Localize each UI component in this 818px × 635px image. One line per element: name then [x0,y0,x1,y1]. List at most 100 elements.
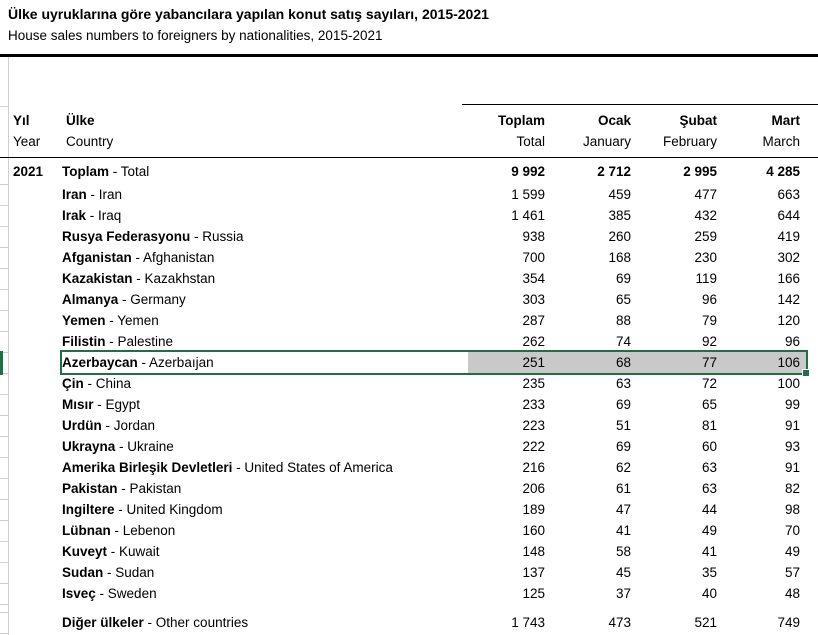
table-row[interactable]: Mısır - Egypt 233 69 65 99 [9,394,802,415]
cell-country[interactable]: Sudan - Sudan [62,565,462,580]
cell-march[interactable]: 91 [784,418,800,433]
cell-country[interactable]: Ingiltere - United Kingdom [62,502,462,517]
col-header-march-tr[interactable]: Mart [771,113,800,128]
cell-march[interactable]: 93 [784,439,800,454]
cell-march[interactable]: 302 [777,250,800,265]
cell-february[interactable]: 477 [694,187,717,202]
cell-total[interactable]: 1 599 [511,187,545,202]
cell-country[interactable]: Almanya - Germany [62,292,462,307]
cell-february[interactable]: 44 [701,502,717,517]
col-header-total-en[interactable]: Total [516,134,545,149]
cell-country[interactable]: Urdün - Jordan [62,418,462,433]
table-row[interactable]: Irak - Iraq 1 461 385 432 644 [9,205,802,226]
cell-february[interactable]: 92 [701,334,717,349]
cell-total[interactable]: 206 [522,481,545,496]
cell-january[interactable]: 45 [615,565,631,580]
cell-total[interactable]: 160 [522,523,545,538]
cell-country[interactable]: Irak - Iraq [62,208,462,223]
col-header-march-en[interactable]: March [762,134,800,149]
cell-january[interactable]: 473 [608,615,631,630]
col-header-year-en[interactable]: Year [13,134,41,149]
cell-country[interactable]: Mısır - Egypt [62,397,462,412]
cell-total[interactable]: 235 [522,376,545,391]
cell-february[interactable]: 40 [701,586,717,601]
cell-country[interactable]: Iran - Iran [62,187,462,202]
cell-total[interactable]: 216 [522,460,545,475]
cell-february[interactable]: 521 [694,615,717,630]
cell-total[interactable]: 700 [522,250,545,265]
cell-march[interactable]: 644 [777,208,800,223]
table-row[interactable]: Kuveyt - Kuwait 148 58 41 49 [9,541,802,562]
cell-country[interactable]: Ukrayna - Ukraine [62,439,462,454]
cell-january[interactable]: 168 [608,250,631,265]
cell-total[interactable]: 1 461 [511,208,545,223]
cell-march[interactable]: 663 [777,187,800,202]
cell-country[interactable]: Azerbaycan - Azerbaıjan [62,355,462,370]
cell-country[interactable]: Rusya Federasyonu - Russia [62,229,462,244]
cell-march[interactable]: 166 [777,271,800,286]
cell-march[interactable]: 99 [784,397,800,412]
cell-total[interactable]: 222 [522,439,545,454]
cell-february[interactable]: 60 [701,439,717,454]
cell-january[interactable]: 51 [615,418,631,433]
cell-country[interactable]: Çin - China [62,376,462,391]
table-row[interactable]: Sudan - Sudan 137 45 35 57 [9,562,802,583]
cell-country[interactable]: Amerika Birleşik Devletleri - United Sta… [62,460,462,475]
col-header-january-en[interactable]: January [582,134,631,149]
cell-country[interactable]: Pakistan - Pakistan [62,481,462,496]
cell-country[interactable]: Toplam - Total [62,164,462,179]
table-row[interactable]: Azerbaycan - Azerbaıjan 251 68 77 106 [9,352,802,373]
cell-total[interactable]: 303 [522,292,545,307]
cell-february[interactable]: 119 [695,271,717,286]
cell-total[interactable]: 137 [522,565,545,580]
cell-january[interactable]: 62 [615,460,631,475]
cell-total[interactable]: 1 743 [511,615,545,630]
table-row[interactable]: Ingiltere - United Kingdom 189 47 44 98 [9,499,802,520]
col-header-january-tr[interactable]: Ocak [597,113,631,128]
cell-march[interactable]: 419 [777,229,800,244]
cell-march[interactable]: 142 [777,292,800,307]
cell-country[interactable]: Kuveyt - Kuwait [62,544,462,559]
cell-february[interactable]: 77 [701,355,717,370]
cell-march[interactable]: 91 [784,460,800,475]
col-header-year-tr[interactable]: Yıl [13,113,30,128]
table-row[interactable]: Rusya Federasyonu - Russia 938 260 259 4… [9,226,802,247]
cell-march[interactable]: 100 [777,376,800,391]
cell-country[interactable]: Yemen - Yemen [62,313,462,328]
cell-january[interactable]: 41 [615,523,631,538]
cell-january[interactable]: 69 [615,439,631,454]
cell-country[interactable]: Kazakistan - Kazakhstan [62,271,462,286]
cell-february[interactable]: 72 [701,376,717,391]
cell-march[interactable]: 98 [784,502,800,517]
cell-february[interactable]: 35 [701,565,717,580]
cell-january[interactable]: 260 [608,229,631,244]
cell-february[interactable]: 63 [701,460,717,475]
table-row[interactable]: Filistin - Palestine 262 74 92 96 [9,331,802,352]
table-row[interactable]: Urdün - Jordan 223 51 81 91 [9,415,802,436]
table-row[interactable]: Diğer ülkeler - Other countries 1 743 47… [9,612,802,633]
cell-february[interactable]: 2 995 [683,163,717,179]
cell-total[interactable]: 148 [522,544,545,559]
fill-handle[interactable] [802,369,810,377]
cell-february[interactable]: 230 [694,250,717,265]
table-row[interactable]: 2021 Toplam - Total 9 992 2 712 2 995 4 … [9,158,802,184]
selection-outline[interactable] [60,350,810,377]
cell-january[interactable]: 61 [615,481,631,496]
cell-country[interactable]: Diğer ülkeler - Other countries [62,615,462,630]
cell-march[interactable]: 49 [784,544,800,559]
cell-january[interactable]: 65 [615,292,631,307]
cell-january[interactable]: 63 [615,376,631,391]
table-row[interactable]: Isveç - Sweden 125 37 40 48 [9,583,802,604]
cell-march[interactable]: 57 [784,565,800,580]
table-row[interactable]: Iran - Iran 1 599 459 477 663 [9,184,802,205]
cell-january[interactable]: 68 [615,355,631,370]
cell-january[interactable]: 385 [608,208,631,223]
table-row[interactable]: Almanya - Germany 303 65 96 142 [9,289,802,310]
cell-february[interactable]: 41 [701,544,717,559]
cell-january[interactable]: 37 [615,586,631,601]
cell-february[interactable]: 63 [701,481,717,496]
cell-january[interactable]: 88 [615,313,631,328]
table-row[interactable]: Afganistan - Afghanistan 700 168 230 302 [9,247,802,268]
cell-march[interactable]: 106 [777,355,800,370]
cell-march[interactable]: 70 [784,523,800,538]
